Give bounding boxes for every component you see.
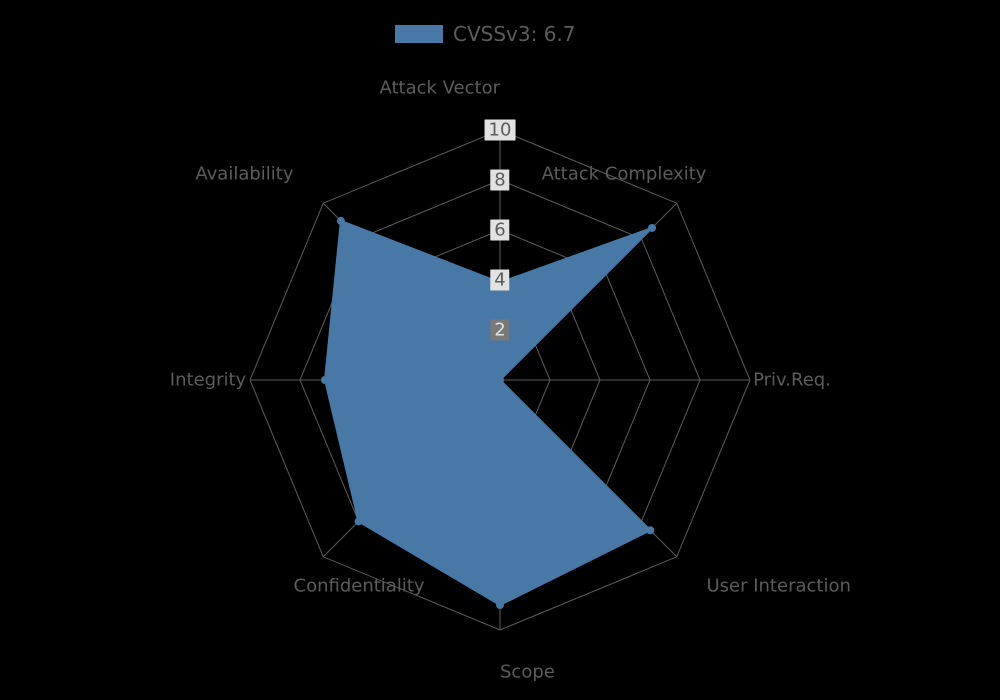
legend-label: CVSSv3: 6.7 — [453, 22, 576, 46]
axis-label: Priv.Req. — [753, 370, 831, 391]
axis-label: Integrity — [170, 370, 246, 391]
axis-label: Confidentiality — [294, 576, 425, 597]
legend: CVSSv3: 6.7 — [395, 22, 576, 46]
axis-label: Attack Complexity — [542, 163, 707, 184]
axis-label: Scope — [500, 662, 555, 683]
radar-chart: { "chart": { "type": "radar", "width": 1… — [0, 0, 1000, 700]
radial-tick-label: 6 — [490, 220, 509, 241]
radial-tick-label: 2 — [490, 320, 509, 341]
axis-label: User Interaction — [706, 576, 850, 597]
radial-tick-label: 8 — [490, 170, 509, 191]
axis-label: Attack Vector — [379, 78, 500, 99]
radial-tick-label: 10 — [485, 120, 516, 141]
radial-tick-label: 4 — [490, 270, 509, 291]
legend-swatch — [395, 25, 443, 43]
axis-label: Availability — [195, 163, 293, 184]
